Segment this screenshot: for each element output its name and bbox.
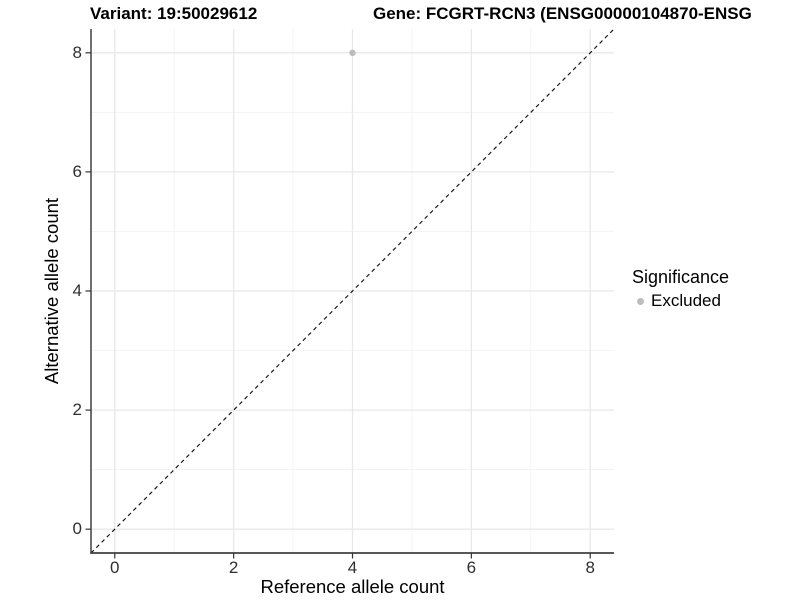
x-tick-label: 2: [228, 558, 239, 577]
legend-key: [632, 293, 648, 309]
data-point: [349, 49, 356, 57]
x-tick-label: 6: [466, 558, 477, 577]
x-axis-title: Reference allele count: [260, 576, 445, 597]
legend-entry-excluded: Excluded: [632, 291, 729, 311]
x-tick-label: 0: [110, 558, 120, 577]
y-tick-label: 8: [72, 42, 82, 62]
x-tick-label: 4: [347, 558, 358, 577]
plot-title-variant: Variant: 19:50029612: [90, 4, 258, 23]
y-tick-label: 2: [72, 400, 82, 420]
x-tick-label: 8: [585, 558, 595, 577]
legend: Significance Excluded: [632, 266, 729, 311]
y-tick-label: 4: [72, 281, 82, 300]
plot-title-gene: Gene: FCGRT-RCN3 (ENSG00000104870-ENSG: [373, 4, 752, 23]
legend-title: Significance: [632, 267, 730, 287]
excluded-point-icon: [636, 297, 644, 305]
y-tick-label: 6: [72, 161, 82, 181]
y-tick-label: 0: [72, 519, 82, 539]
legend-entry-label: Excluded: [651, 291, 721, 310]
identity-dashed-line: [90, 28, 615, 554]
